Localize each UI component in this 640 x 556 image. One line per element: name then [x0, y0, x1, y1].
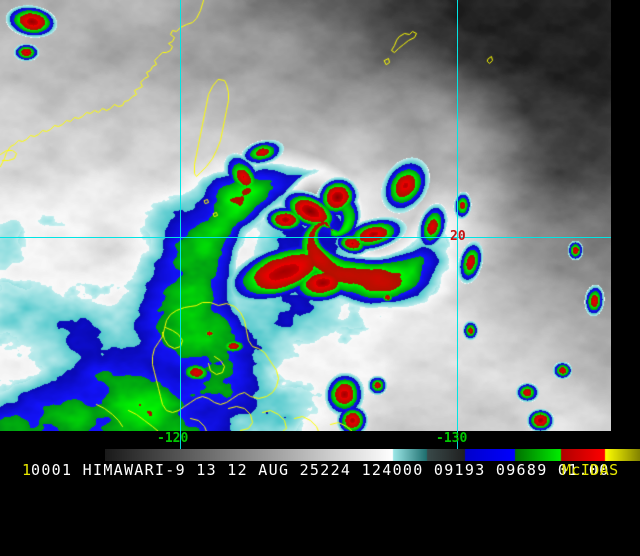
mcidas-image-display: 20 -120 -130 1 0001 HIMAWARI-9 13 12 AUG… [0, 0, 640, 480]
image-header-text: 0001 HIMAWARI-9 13 12 AUG 25224 124000 0… [31, 461, 610, 479]
image-header-annotation: 1 0001 HIMAWARI-9 13 12 AUG 25224 124000… [0, 461, 640, 480]
frame-lead-digit: 1 [22, 461, 32, 479]
gridline-stub-130 [457, 431, 458, 449]
gridline-latitude-20 [0, 237, 611, 238]
longitude-label-120: -120 [157, 431, 189, 446]
mcidas-brand-label: McIDAS [562, 461, 619, 479]
latitude-label-20: 20 [450, 229, 466, 244]
gridline-longitude-120 [180, 0, 181, 431]
enhancement-colorbar[interactable] [105, 449, 640, 461]
gridline-stub-120 [180, 431, 181, 449]
satellite-infrared-canvas[interactable] [0, 0, 611, 431]
colorbar-canvas [105, 449, 640, 461]
satellite-image-area[interactable]: 20 [0, 0, 640, 431]
longitude-label-130: -130 [436, 431, 468, 446]
gridline-longitude-130 [457, 0, 458, 431]
